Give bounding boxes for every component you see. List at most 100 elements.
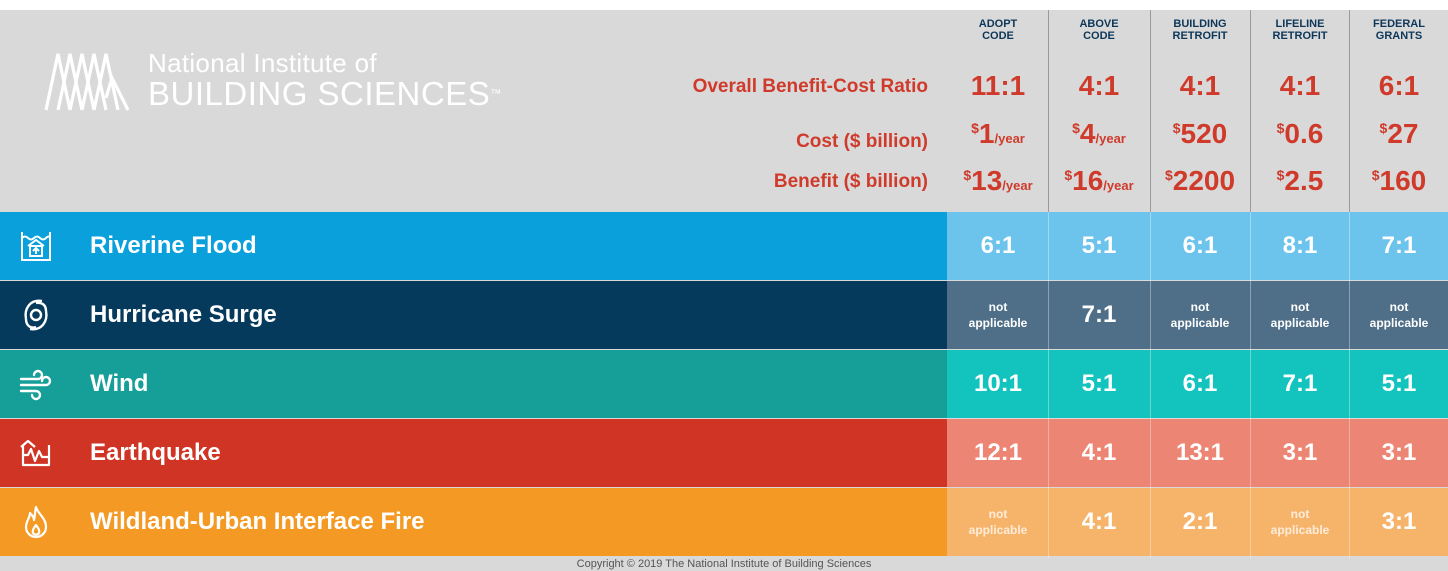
na-line1: not xyxy=(1290,507,1310,521)
cost-number: 4 xyxy=(1079,118,1096,149)
cost-unit: /year xyxy=(994,131,1025,146)
ratio-cell: not applicable xyxy=(948,488,1048,556)
row-label-band: Riverine Flood xyxy=(0,212,947,280)
bcr-value: 4:1 xyxy=(1179,70,1221,101)
cost-value: $0.6 xyxy=(1250,118,1350,150)
cost-value: $520 xyxy=(1150,118,1250,150)
ratio-cell: 6:1 xyxy=(1150,350,1250,418)
ratio-cell: not applicable xyxy=(1250,488,1350,556)
not-applicable: not applicable xyxy=(969,299,1028,331)
row-wind: Wind 10:1 5:1 6:1 7:1 5:1 xyxy=(0,350,1448,418)
earthquake-icon xyxy=(20,439,51,467)
ratio-cell: 7:1 xyxy=(1250,350,1350,418)
cost-number: 0.6 xyxy=(1284,118,1324,149)
row-earthquake: Earthquake 12:1 4:1 13:1 3:1 3:1 xyxy=(0,419,1448,487)
ratio-value: 7:1 xyxy=(1282,370,1318,397)
cost-value: $1/year xyxy=(948,118,1048,150)
bcr-value: 4:1 xyxy=(1078,70,1120,101)
ratio-cell: 7:1 xyxy=(1049,281,1149,349)
col-head-line1: ADOPT xyxy=(978,18,1018,30)
logo-line2: BUILDING SCIENCES™ xyxy=(148,76,502,112)
row-values-band xyxy=(947,488,1448,556)
column-header: LIFELINE RETROFIT xyxy=(1250,18,1350,42)
col-head-line1: BUILDING xyxy=(1173,18,1227,30)
na-line1: not xyxy=(988,300,1008,314)
currency-sign: $ xyxy=(1276,167,1285,183)
column-header: ABOVE CODE xyxy=(1049,18,1149,42)
nibs-logo-icon xyxy=(44,53,130,111)
row-values-band xyxy=(947,212,1448,280)
col-head-line2: RETROFIT xyxy=(1172,30,1228,42)
row-riverine-flood: Riverine Flood 6:1 5:1 6:1 8:1 7:1 xyxy=(0,212,1448,280)
logo-line1: National Institute of xyxy=(148,48,377,78)
wind-icon xyxy=(19,369,52,401)
logo-line2-text: BUILDING SCIENCES xyxy=(148,75,491,112)
ratio-cell: 3:1 xyxy=(1349,419,1448,487)
currency-sign: $ xyxy=(1371,167,1380,183)
benefit-number: 13 xyxy=(971,165,1003,196)
ratio-cell: 5:1 xyxy=(1049,350,1149,418)
currency-sign: $ xyxy=(1172,120,1181,136)
col-head-line1: LIFELINE xyxy=(1275,18,1325,30)
row-values-band xyxy=(947,281,1448,349)
row-values-band xyxy=(947,419,1448,487)
ratio-cell: not applicable xyxy=(1150,281,1250,349)
ratio-value: 4:1 xyxy=(1081,439,1117,466)
col-head-line2: CODE xyxy=(982,30,1014,42)
row-hurricane-surge: Hurricane Surge not applicable 7:1 not app… xyxy=(0,281,1448,349)
ratio-value: 10:1 xyxy=(973,370,1023,397)
ratio-value: 6:1 xyxy=(1182,370,1218,397)
ratio-value: 7:1 xyxy=(1381,232,1417,259)
column-header: FEDERAL GRANTS xyxy=(1349,18,1448,42)
divider xyxy=(1250,212,1251,558)
na-line2: applicable xyxy=(968,316,1028,330)
ratio-value: 5:1 xyxy=(1381,370,1417,397)
benefit-number: 2200 xyxy=(1172,165,1236,196)
ratio-value: 12:1 xyxy=(973,439,1023,466)
row-label-band: Hurricane Surge xyxy=(0,281,947,349)
col-head-line2: GRANTS xyxy=(1375,30,1423,42)
row-label: Hurricane Surge xyxy=(90,301,277,328)
benefit-number: 2.5 xyxy=(1284,165,1324,196)
row-label: Riverine Flood xyxy=(90,232,257,259)
ratio-value: 6:1 xyxy=(980,232,1016,259)
benefit-number: 160 xyxy=(1379,165,1427,196)
ratio-value: 13:1 xyxy=(1175,439,1225,466)
divider xyxy=(1349,10,1350,212)
infographic: National Institute of BUILDING SCIENCES™… xyxy=(0,10,1448,571)
ratio-value: 6:1 xyxy=(1182,232,1218,259)
ratio-cell: 6:1 xyxy=(948,212,1048,280)
cost-number: 1 xyxy=(978,118,995,149)
divider xyxy=(1150,10,1151,212)
ratio-value: 5:1 xyxy=(1081,370,1117,397)
ratio-cell: 6:1 xyxy=(1150,212,1250,280)
ratio-value: 7:1 xyxy=(1081,301,1117,328)
cost-value: $4/year xyxy=(1049,118,1149,150)
ratio-cell: 7:1 xyxy=(1349,212,1448,280)
ratio-cell: 10:1 xyxy=(948,350,1048,418)
na-line2: applicable xyxy=(1170,316,1230,330)
divider xyxy=(1048,212,1049,558)
ratio-cell: 13:1 xyxy=(1150,419,1250,487)
cost-number: 27 xyxy=(1387,118,1419,149)
currency-sign: $ xyxy=(971,120,979,136)
na-line1: not xyxy=(1290,300,1310,314)
currency-sign: $ xyxy=(1072,120,1080,136)
ratio-cell: 3:1 xyxy=(1349,488,1448,556)
logo-text: National Institute of BUILDING SCIENCES™ xyxy=(148,50,502,112)
bcr-value: 11:1 xyxy=(970,70,1026,101)
ratio-value: 3:1 xyxy=(1381,508,1417,535)
copyright-footer: Copyright © 2019 The National Institute … xyxy=(576,558,872,570)
na-line2: applicable xyxy=(1270,316,1330,330)
benefit-unit: /year xyxy=(1103,178,1134,193)
hurricane-icon xyxy=(24,299,48,331)
cost-number: 520 xyxy=(1180,118,1228,149)
benefit-value: $2200 xyxy=(1150,165,1250,197)
divider xyxy=(1048,10,1049,212)
na-line1: not xyxy=(988,507,1008,521)
ratio-value: 5:1 xyxy=(1081,232,1117,259)
ratio-cell: 5:1 xyxy=(1349,350,1448,418)
divider xyxy=(1349,212,1350,558)
ratio-value: 3:1 xyxy=(1381,439,1417,466)
cost-value: $27 xyxy=(1349,118,1448,150)
